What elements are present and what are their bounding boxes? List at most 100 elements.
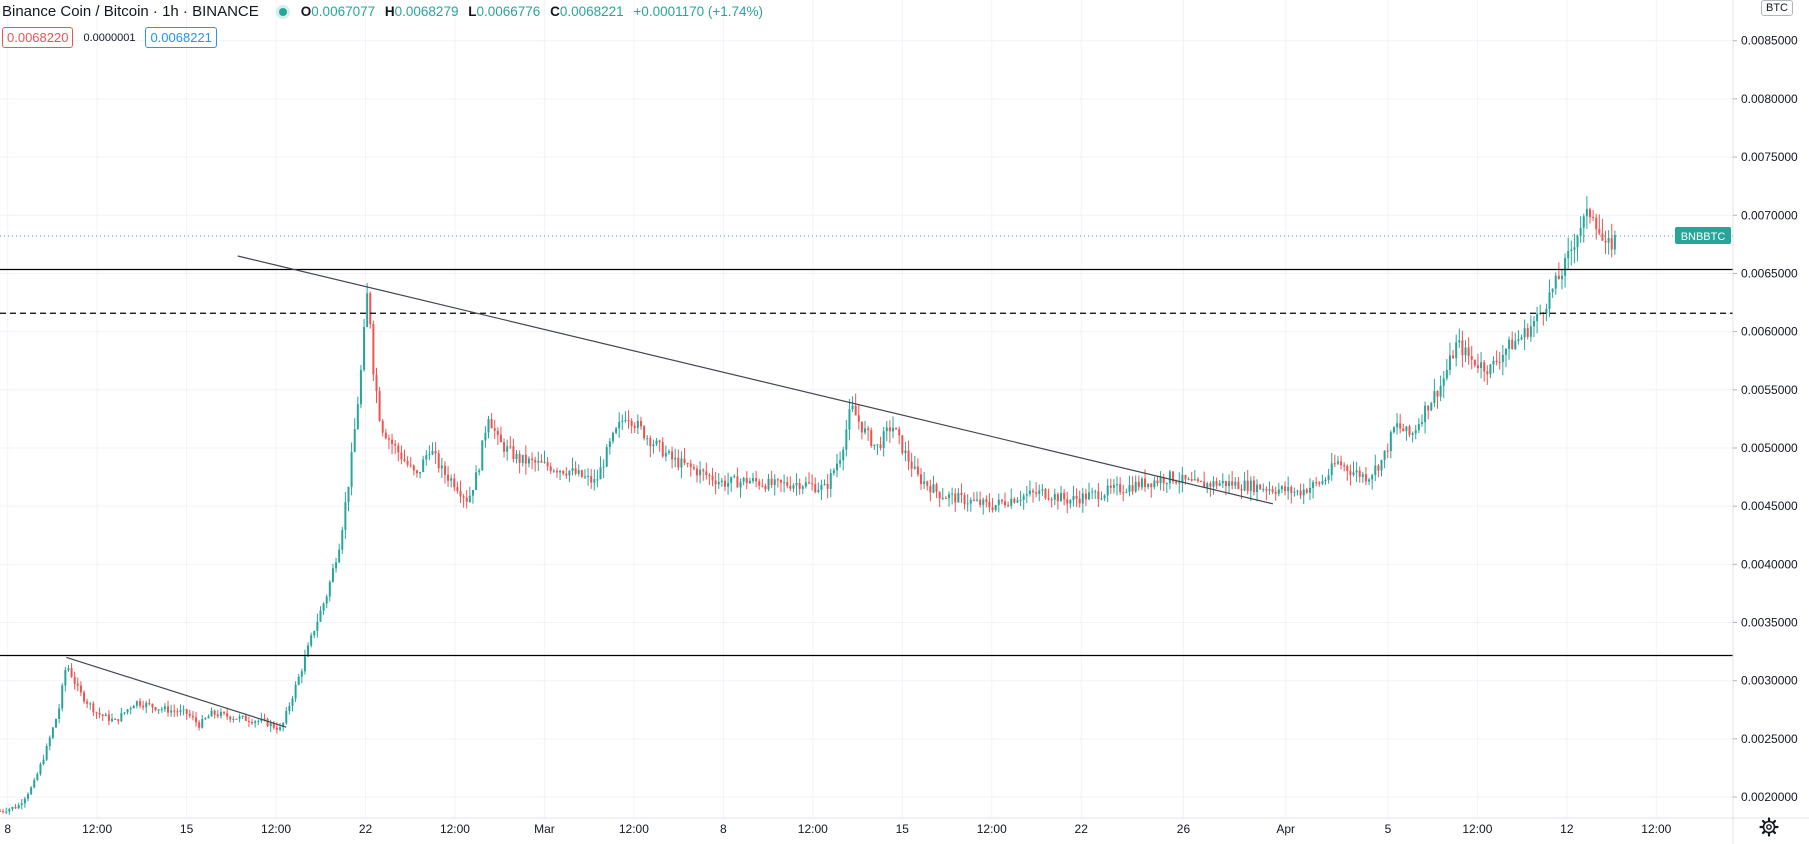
candle-body [527,458,530,464]
candle-body [723,480,726,487]
candle-body [126,709,129,713]
candle-body [705,471,708,476]
candle-body [817,489,820,492]
candle-body [1595,217,1598,230]
candle-body [1442,378,1445,386]
candle-body [1315,482,1318,484]
candle-body [1517,339,1520,342]
candle-body [540,460,543,463]
candle-body [689,463,692,468]
candle-body [997,499,1000,505]
candle-body [1234,481,1237,486]
candle-body [188,713,191,716]
candle-body [101,714,104,717]
candle-body [941,498,944,500]
candle-body [443,465,446,475]
candle-body [801,486,804,489]
candle-body [279,727,282,730]
candle-body [1464,347,1467,356]
spread-value: 0.0000001 [83,31,136,44]
gear-icon[interactable] [1759,817,1779,837]
trendlines[interactable] [66,255,1274,728]
candle-body [1140,478,1143,488]
candle-body [1408,426,1411,435]
candle-body [266,718,269,727]
candle-body [48,737,51,747]
price-axis[interactable]: 0.0020000 0.0025000 0.0030000 0.0035000 0.00… [1732,0,1809,844]
candle-body [409,464,412,466]
candle-body [30,787,33,795]
candle-body [1343,465,1346,467]
candle-body [111,718,114,722]
candle-body [1144,478,1147,488]
candle-body [185,709,188,714]
candle-body [132,705,135,709]
candle-body [263,718,266,720]
candle-body [608,441,611,448]
candle-body [1293,491,1296,493]
candle-body [1240,489,1243,491]
candle-body [11,807,14,810]
candle-body [898,429,901,436]
candle-body [764,485,767,490]
horizontal-levels[interactable]: BNBBTC0.006822115:210.00653410.00615770.… [0,225,1799,664]
candle-body [207,716,210,719]
symbol-legend: Binance Coin / Bitcoin · 1h · BINANCE O0… [2,3,769,20]
candle-body [257,720,260,722]
candle-body [363,327,366,370]
candle-body [1529,326,1532,337]
candle-body [70,668,73,677]
candle-body [1417,423,1420,431]
candle-body [440,465,443,469]
candle-body [692,467,695,469]
candle-body [67,668,70,671]
candle-body [0,811,1,813]
candle-body [537,460,540,463]
candle-body [568,470,571,476]
candle-body [524,454,527,464]
candle-body [1156,480,1159,484]
candle-body [1025,494,1028,496]
candle-body [1094,491,1097,493]
candle-body [717,481,720,485]
candle-body [123,712,126,714]
candle-body [1445,369,1448,379]
price-tick-label: 0.0050000 [1741,441,1798,455]
candle-body [86,701,89,704]
candle-body [895,427,898,430]
candle-body [313,631,316,636]
candle-body [316,621,319,632]
candle-body [117,719,120,722]
candle-body [425,455,428,460]
candle-body [1511,339,1514,350]
candle-body [979,499,982,505]
candle-body [42,759,45,765]
candle-body [381,420,384,433]
candle-body [1252,480,1255,493]
symbol-title[interactable]: Binance Coin / Bitcoin · 1h · BINANCE [2,3,259,20]
candle-body [1190,478,1193,481]
buy-price-button[interactable]: 0.0068221 [145,27,217,48]
candle-body [714,480,717,485]
candle-body [1122,492,1125,494]
sell-price-button[interactable]: 0.0068220 [2,27,74,48]
candle-body [509,446,512,448]
candle-body [450,478,453,481]
candle-body [226,713,229,717]
candle-body [154,707,157,711]
time-tick-label: 12:00 [1641,822,1671,836]
candle-body [823,483,826,485]
currency-label[interactable]: BTC [1761,0,1793,16]
candle-body [120,713,123,722]
candle-body [839,460,842,464]
candle-body [876,444,879,446]
candle-body [1427,405,1430,411]
candle-body [403,459,406,461]
close-value: 0.0068221 [559,4,624,19]
time-axis[interactable]: 8 12:00 15 12:00 22 12:00 Mar 12:00 8 12:00 15 12:0… [0,817,1809,836]
candle-body [484,432,487,441]
candle-body [1165,483,1168,485]
candle-body [76,683,79,686]
candle-body [338,549,341,563]
